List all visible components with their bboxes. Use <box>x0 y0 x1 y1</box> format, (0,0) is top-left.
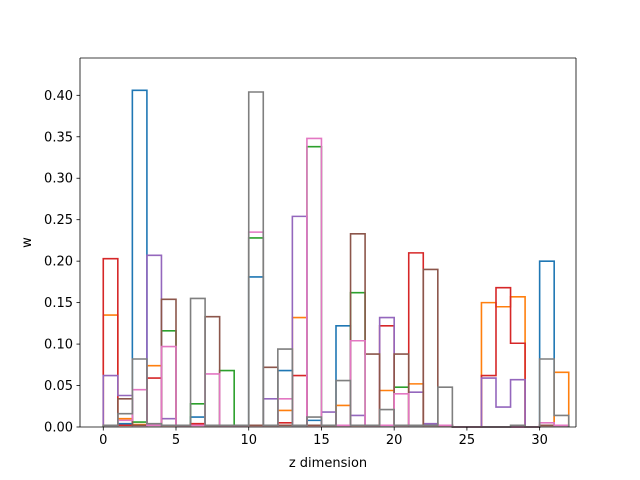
x-tick-label: 0 <box>99 433 107 448</box>
y-tick-label: 0.05 <box>44 379 73 394</box>
x-tick-label: 15 <box>313 433 330 448</box>
x-tick-label: 30 <box>531 433 548 448</box>
x-tick-label: 25 <box>459 433 476 448</box>
y-axis-label: w <box>20 237 35 248</box>
y-tick-label: 0.10 <box>44 338 73 353</box>
x-tick-label: 10 <box>240 433 257 448</box>
tick-layer: 0 5 10 15 20 25 30 0.00 0.05 0.10 0.15 0.20 0.25 0.30… <box>44 89 548 448</box>
x-axis-label: z dimension <box>289 456 367 471</box>
y-tick-label: 0.20 <box>44 255 73 270</box>
y-tick-label: 0.30 <box>44 172 73 187</box>
y-tick-label: 0.00 <box>44 421 73 436</box>
y-tick-label: 0.15 <box>44 296 73 311</box>
y-tick-label: 0.35 <box>44 130 73 145</box>
plot-area <box>80 58 576 427</box>
x-tick-label: 5 <box>172 433 180 448</box>
y-tick-label: 0.25 <box>44 213 73 228</box>
axes-layer <box>79 57 577 428</box>
x-tick-label: 20 <box>386 433 403 448</box>
y-tick-label: 0.40 <box>44 89 73 104</box>
